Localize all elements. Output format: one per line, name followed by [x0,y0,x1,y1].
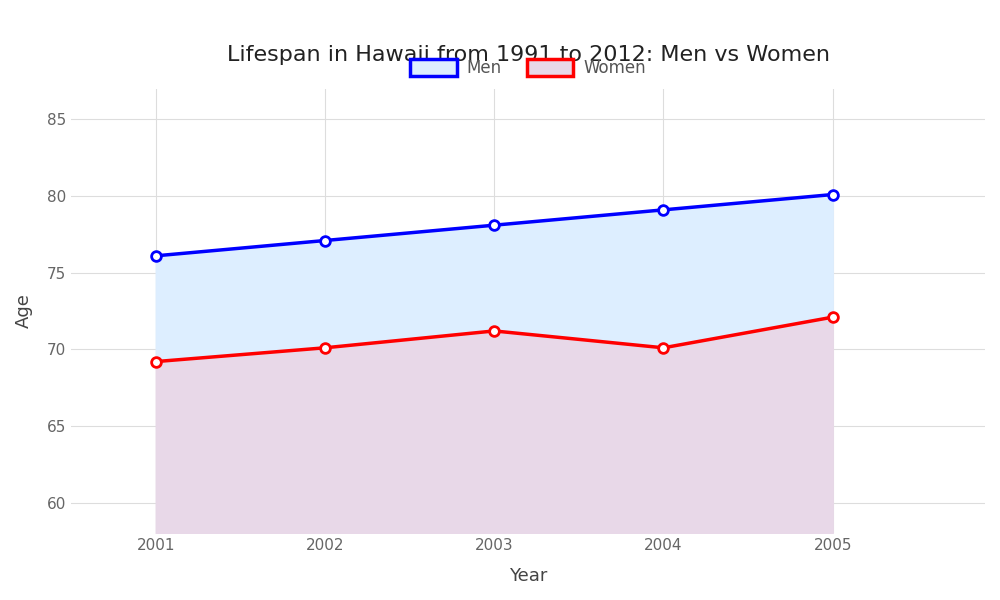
Men [657,206,669,214]
Y-axis label: Age: Age [15,293,33,328]
Men [827,191,839,198]
Line: Women: Women [151,312,838,367]
Women [488,328,500,335]
Title: Lifespan in Hawaii from 1991 to 2012: Men vs Women: Lifespan in Hawaii from 1991 to 2012: Me… [227,45,830,65]
Men [319,237,331,244]
X-axis label: Year: Year [509,567,547,585]
Women [150,358,162,365]
Women [319,344,331,352]
Women [827,314,839,321]
Legend: Men, Women: Men, Women [403,53,653,84]
Men [150,252,162,259]
Men [488,221,500,229]
Women [657,344,669,352]
Line: Men: Men [151,190,838,260]
